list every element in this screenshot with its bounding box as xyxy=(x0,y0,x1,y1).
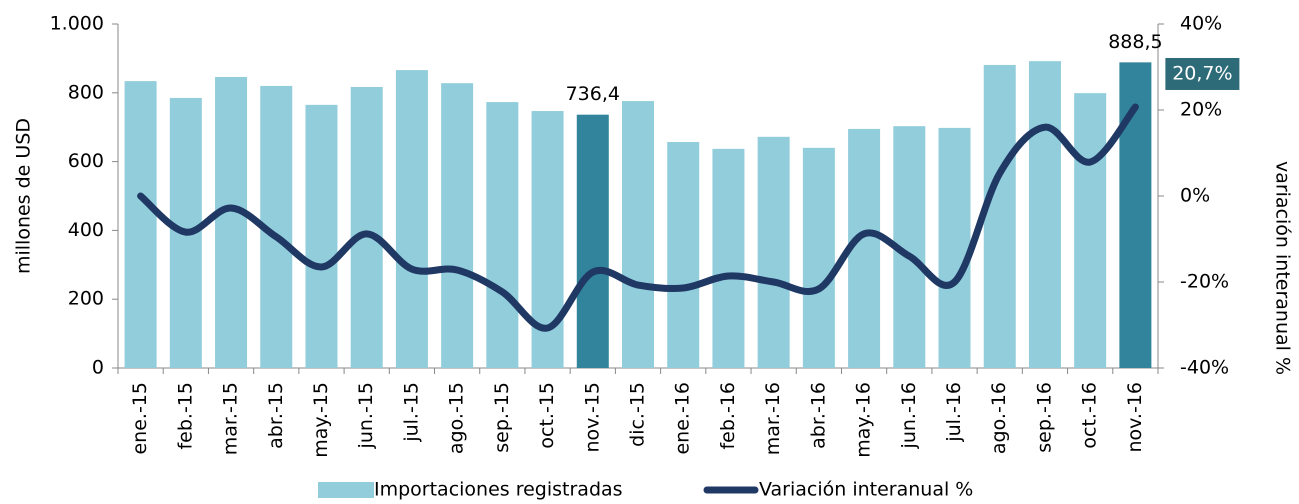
y2-tick-label: 40% xyxy=(1180,13,1222,35)
y-tick-label: 200 xyxy=(68,288,104,310)
bar xyxy=(757,136,790,368)
data-label: 888,5 xyxy=(1108,31,1162,53)
bar xyxy=(1028,61,1061,368)
x-tick-label: mar.-16 xyxy=(762,382,784,455)
data-label: 736,4 xyxy=(566,83,620,105)
legend-label: Variación interanual % xyxy=(759,479,973,501)
x-tick-label: oct.-15 xyxy=(536,382,558,449)
legend-swatch xyxy=(318,482,374,498)
x-tick-label: may.-15 xyxy=(310,382,332,458)
x-tick-label: may.-16 xyxy=(853,382,875,458)
x-tick-label: ene.-15 xyxy=(129,382,151,455)
x-tick-label: feb.-16 xyxy=(717,382,739,450)
x-tick-label: mar.-15 xyxy=(220,382,242,455)
x-tick-label: feb.-15 xyxy=(174,382,196,450)
x-tick-label: oct.-16 xyxy=(1079,382,1101,449)
y2-tick-label: -40% xyxy=(1180,357,1229,379)
bar xyxy=(667,141,700,368)
x-tick-label: nov.-15 xyxy=(581,382,603,453)
y-tick-label: 1.000 xyxy=(50,13,104,35)
bar xyxy=(124,81,157,368)
bar xyxy=(622,101,654,368)
bar xyxy=(712,148,745,368)
line xyxy=(137,103,1139,332)
bar xyxy=(215,76,248,368)
legend-label: Importaciones registradas xyxy=(374,479,623,501)
bar xyxy=(938,127,971,368)
bar xyxy=(802,147,835,368)
bar xyxy=(1119,62,1152,369)
bar xyxy=(441,83,474,368)
y-tick-label: 400 xyxy=(68,219,104,241)
x-tick-label: jul.-15 xyxy=(400,382,422,443)
x-tick-label: jul.-16 xyxy=(943,382,965,443)
data-label-box xyxy=(1165,57,1240,90)
y-tick-label: 600 xyxy=(68,150,104,172)
y-tick-label: 0 xyxy=(92,357,104,379)
x-tick-label: jun.-15 xyxy=(355,382,377,449)
x-tick-label: sep.-15 xyxy=(491,382,513,453)
x-tick-label: nov.-16 xyxy=(1124,382,1146,453)
data-label: 20,7% xyxy=(1172,62,1232,84)
y-axis-title: millones de USD xyxy=(13,118,35,274)
y2-tick-label: 20% xyxy=(1180,99,1222,121)
x-tick-label: ene.-16 xyxy=(672,382,694,455)
x-tick-label: jun.-16 xyxy=(898,382,920,449)
y2-axis-title: variación interanual % xyxy=(1272,161,1294,375)
x-tick-label: ago.-16 xyxy=(988,382,1010,454)
bar xyxy=(1074,93,1107,369)
x-tick-label: abr.-16 xyxy=(807,382,829,449)
x-tick-label: dic.-15 xyxy=(627,382,649,447)
y-tick-label: 800 xyxy=(68,81,104,103)
y2-tick-label: 0% xyxy=(1180,185,1210,207)
bar xyxy=(350,86,383,369)
bar xyxy=(395,70,428,368)
x-tick-label: ago.-15 xyxy=(446,382,468,454)
bar xyxy=(305,104,338,368)
bar xyxy=(486,102,519,368)
x-tick-label: sep.-16 xyxy=(1033,382,1055,453)
y2-tick-label: -20% xyxy=(1180,271,1229,293)
bar xyxy=(576,114,609,368)
x-tick-label: abr.-15 xyxy=(265,382,287,449)
bar xyxy=(983,64,1016,368)
